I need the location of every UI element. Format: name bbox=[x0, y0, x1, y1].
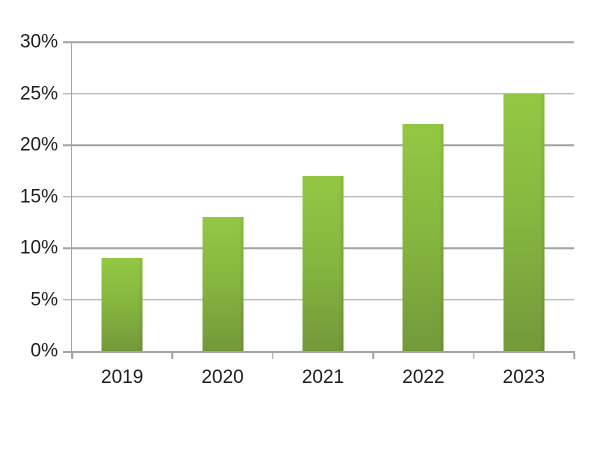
x-axis-tick bbox=[573, 352, 575, 359]
y-axis-tick bbox=[63, 41, 72, 43]
gridline bbox=[72, 92, 574, 95]
x-tick-label: 2019 bbox=[101, 367, 144, 388]
y-tick-label: 20% bbox=[19, 134, 58, 156]
y-tick-label: 0% bbox=[30, 340, 58, 362]
y-axis-tick bbox=[63, 92, 72, 95]
bar-2022 bbox=[402, 124, 444, 351]
y-axis-tick bbox=[63, 195, 72, 198]
y-axis-tick bbox=[63, 144, 72, 146]
x-axis-tick bbox=[171, 352, 174, 359]
x-axis-tick bbox=[472, 352, 475, 359]
x-axis-line bbox=[63, 351, 575, 353]
y-tick-label: 25% bbox=[19, 83, 58, 104]
plot-area: 0% 5% 10% 15% 20% 25% 30% 2019 2020 2021 2022 2023 bbox=[20, 33, 575, 387]
bar-2020 bbox=[202, 217, 244, 351]
x-tick-label: 2021 bbox=[301, 367, 345, 388]
x-axis-tick bbox=[71, 352, 73, 359]
y-axis-tick bbox=[63, 298, 72, 301]
y-tick-label: 10% bbox=[19, 237, 58, 259]
gridline bbox=[72, 144, 574, 146]
y-tick-label: 15% bbox=[19, 186, 58, 207]
y-axis-tick bbox=[63, 247, 72, 249]
y-tick-label: 5% bbox=[30, 289, 58, 310]
y-tick-label: 30% bbox=[19, 31, 58, 53]
x-axis-tick bbox=[372, 352, 374, 359]
y-axis-line bbox=[70, 42, 72, 357]
x-axis-tick bbox=[272, 352, 274, 359]
bar-2023 bbox=[503, 93, 545, 351]
bar-2019 bbox=[101, 258, 143, 351]
x-tick-label: 2023 bbox=[502, 367, 545, 388]
x-tick-label: 2020 bbox=[201, 367, 244, 388]
bar-2021 bbox=[302, 175, 344, 351]
gridline bbox=[72, 41, 574, 43]
x-tick-label: 2022 bbox=[402, 367, 445, 388]
